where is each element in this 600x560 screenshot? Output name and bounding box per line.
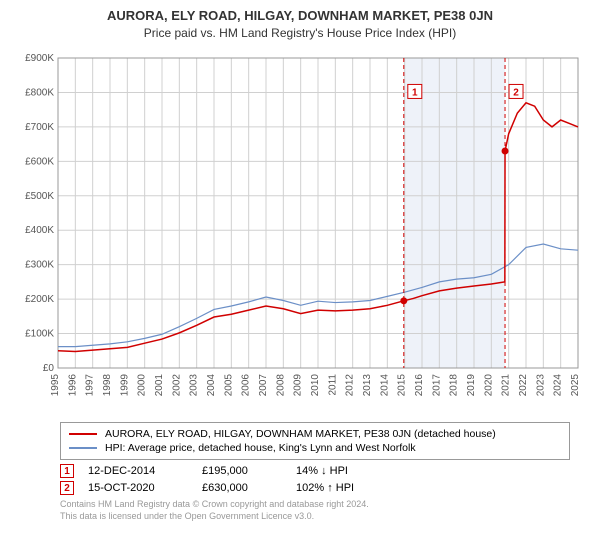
sale-row: 2 15-OCT-2020 £630,000 102% ↑ HPI: [60, 481, 570, 495]
svg-text:2015: 2015: [397, 374, 408, 397]
svg-text:2009: 2009: [293, 374, 304, 397]
sale-diff: 102% ↑ HPI: [296, 482, 386, 494]
svg-text:1996: 1996: [67, 374, 78, 397]
svg-text:£800K: £800K: [25, 87, 54, 98]
footer-line: This data is licensed under the Open Gov…: [60, 511, 570, 523]
svg-text:2017: 2017: [431, 374, 442, 397]
svg-text:£500K: £500K: [25, 191, 54, 202]
svg-text:2018: 2018: [449, 374, 460, 397]
svg-text:2011: 2011: [327, 374, 338, 396]
svg-text:2019: 2019: [466, 374, 477, 397]
svg-text:2020: 2020: [483, 374, 494, 397]
svg-text:2024: 2024: [553, 374, 564, 397]
chart-subtitle: Price paid vs. HM Land Registry's House …: [10, 26, 590, 40]
svg-text:2022: 2022: [518, 374, 529, 397]
svg-text:1995: 1995: [50, 374, 61, 397]
svg-text:£900K: £900K: [25, 53, 54, 64]
svg-text:2013: 2013: [362, 374, 373, 397]
sale-diff: 14% ↓ HPI: [296, 465, 386, 477]
svg-text:1: 1: [412, 87, 418, 98]
svg-text:2003: 2003: [189, 374, 200, 397]
svg-text:2005: 2005: [223, 374, 234, 397]
svg-text:£200K: £200K: [25, 294, 54, 305]
sale-price: £630,000: [202, 482, 282, 494]
line-chart-svg: £0 £100K £200K £300K £400K £500K £600K £700K £80…: [10, 46, 590, 416]
sale-row: 1 12-DEC-2014 £195,000 14% ↓ HPI: [60, 464, 570, 478]
legend-item: AURORA, ELY ROAD, HILGAY, DOWNHAM MARKET…: [69, 427, 561, 441]
sale-date: 12-DEC-2014: [88, 465, 188, 477]
legend-item: HPI: Average price, detached house, King…: [69, 441, 561, 455]
sale-price: £195,000: [202, 465, 282, 477]
svg-text:2002: 2002: [171, 374, 182, 397]
svg-text:£100K: £100K: [25, 329, 54, 340]
legend-swatch: [69, 433, 97, 435]
svg-text:£700K: £700K: [25, 122, 54, 133]
svg-text:2004: 2004: [206, 374, 217, 397]
svg-text:2001: 2001: [154, 374, 165, 397]
svg-text:£600K: £600K: [25, 156, 54, 167]
svg-text:2006: 2006: [241, 374, 252, 397]
svg-text:2012: 2012: [345, 374, 356, 397]
svg-text:2021: 2021: [501, 374, 512, 397]
svg-text:2025: 2025: [570, 374, 581, 397]
svg-text:1998: 1998: [102, 374, 113, 397]
svg-text:1997: 1997: [85, 374, 96, 397]
footer-text: Contains HM Land Registry data © Crown c…: [60, 499, 570, 522]
svg-text:1999: 1999: [119, 374, 130, 397]
legend-box: AURORA, ELY ROAD, HILGAY, DOWNHAM MARKET…: [60, 422, 570, 460]
svg-text:2007: 2007: [258, 374, 269, 397]
svg-text:2016: 2016: [414, 374, 425, 397]
footer-line: Contains HM Land Registry data © Crown c…: [60, 499, 570, 511]
chart-title: AURORA, ELY ROAD, HILGAY, DOWNHAM MARKET…: [10, 8, 590, 23]
svg-text:2000: 2000: [137, 374, 148, 397]
legend-label: AURORA, ELY ROAD, HILGAY, DOWNHAM MARKET…: [105, 428, 496, 440]
sale-date: 15-OCT-2020: [88, 482, 188, 494]
legend-swatch: [69, 447, 97, 449]
svg-text:2014: 2014: [379, 374, 390, 397]
svg-text:2008: 2008: [275, 374, 286, 397]
svg-text:£400K: £400K: [25, 225, 54, 236]
svg-text:£300K: £300K: [25, 260, 54, 271]
svg-text:£0: £0: [43, 363, 55, 374]
sale-marker-icon: 1: [60, 464, 74, 478]
chart-area: £0 £100K £200K £300K £400K £500K £600K £700K £80…: [10, 46, 590, 416]
legend-label: HPI: Average price, detached house, King…: [105, 442, 416, 454]
svg-text:2: 2: [513, 87, 519, 98]
svg-text:2023: 2023: [535, 374, 546, 397]
svg-text:2010: 2010: [310, 374, 321, 397]
sale-marker-icon: 2: [60, 481, 74, 495]
